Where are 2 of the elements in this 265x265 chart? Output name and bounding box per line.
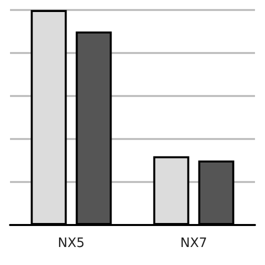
x-tick-label: NX7 — [180, 236, 208, 251]
x-tick-label: NX5 — [58, 236, 85, 251]
